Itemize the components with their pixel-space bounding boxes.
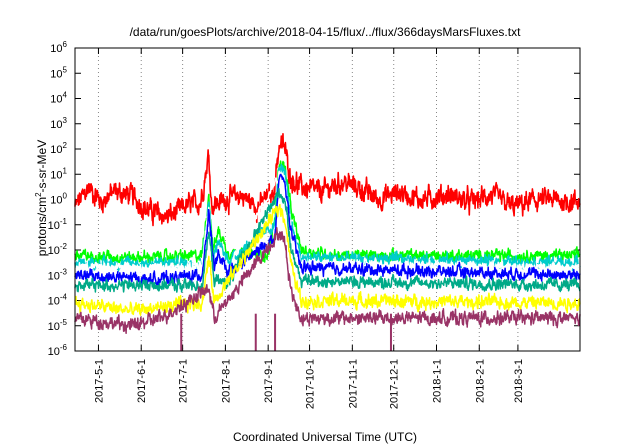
y-tick-label: 106 [50,40,67,55]
x-tick-label: 2017-7-1 [178,359,190,403]
y-tick-base: 10 [50,169,62,181]
y-tick-label: 101 [50,166,67,181]
series-line-2 [74,163,581,272]
series-layer [74,133,581,351]
y-tick-base: 10 [48,296,60,308]
series-line-0 [74,133,581,227]
y-tick-label: 105 [50,65,67,80]
y-tick-label: 102 [50,141,67,156]
series-line-6 [74,203,581,316]
y-tick-exp: -5 [60,318,68,327]
x-tick-label: 2017-11-1 [347,359,359,408]
y-tick-label: 10-1 [48,217,68,232]
y-tick-exp: 1 [63,166,68,175]
x-tick-label: 2018-2-1 [474,359,486,403]
y-tick-base: 10 [50,68,62,80]
y-tick-label: 10-5 [48,318,68,333]
chart-title: /data/run/goesPlots/archive/2018-04-15/f… [130,25,522,39]
y-axis-label-rest: -s-sr-MeV [35,140,49,193]
y-tick-base: 10 [48,270,60,282]
series-line-4 [74,173,581,287]
y-tick-base: 10 [48,245,60,257]
x-tick-label: 2017-12-1 [389,359,401,409]
x-tick-label: 2017-6-1 [136,359,148,403]
y-tick-base: 10 [50,119,62,131]
y-axis-label-exp: 2 [34,192,43,197]
y-tick-exp: 3 [63,116,68,125]
y-tick-base: 10 [48,346,60,358]
y-axis-label-main: protons/cm [35,197,49,256]
y-tick-base: 10 [48,220,60,232]
series-line-3 [74,170,581,276]
x-tick-label: 2017-8-1 [220,359,232,403]
x-axis: 2017-5-1 2017-6-1 2017-7-1 2017-8-1 2017-9-1… [93,48,525,409]
x-tick-label: 2018-1-1 [432,359,444,403]
x-tick-label: 2018-3-1 [513,359,525,403]
y-tick-label: 10-3 [48,267,68,282]
y-tick-exp: 4 [63,91,68,100]
y-tick-base: 10 [48,321,60,333]
y-tick-exp: 6 [63,40,68,49]
y-tick-exp: 5 [63,65,68,74]
y-tick-base: 10 [50,144,62,156]
y-tick-label: 10-6 [48,343,68,358]
series-line-1 [74,160,581,267]
y-tick-label: 104 [50,91,67,106]
y-axis: 10-610-510-410-310-210-11001011021031041… [48,40,580,358]
y-tick-label: 100 [50,192,67,207]
y-tick-exp: 0 [63,192,68,201]
y-tick-base: 10 [50,195,62,207]
y-tick-label: 103 [50,116,67,131]
y-tick-exp: -1 [60,217,68,226]
y-tick-base: 10 [50,43,62,55]
y-tick-exp: -6 [60,343,68,352]
x-tick-label: 2017-9-1 [263,359,275,403]
x-tick-label: 2017-10-1 [305,359,317,409]
y-axis-label: protons/cm2-s-sr-MeV [34,140,49,256]
y-tick-label: 10-2 [48,242,68,257]
series-line-5 [74,187,581,293]
plot-frame [74,47,581,352]
y-tick-exp: -3 [60,267,68,276]
y-tick-base: 10 [50,94,62,106]
series-line-7 [74,227,581,335]
y-tick-label: 10-4 [48,293,68,308]
x-tick-label: 2017-5-1 [93,359,105,403]
x-axis-label: Coordinated Universal Time (UTC) [233,430,417,444]
y-tick-exp: -4 [60,293,68,302]
y-tick-exp: 2 [63,141,68,150]
y-tick-exp: -2 [60,242,68,251]
